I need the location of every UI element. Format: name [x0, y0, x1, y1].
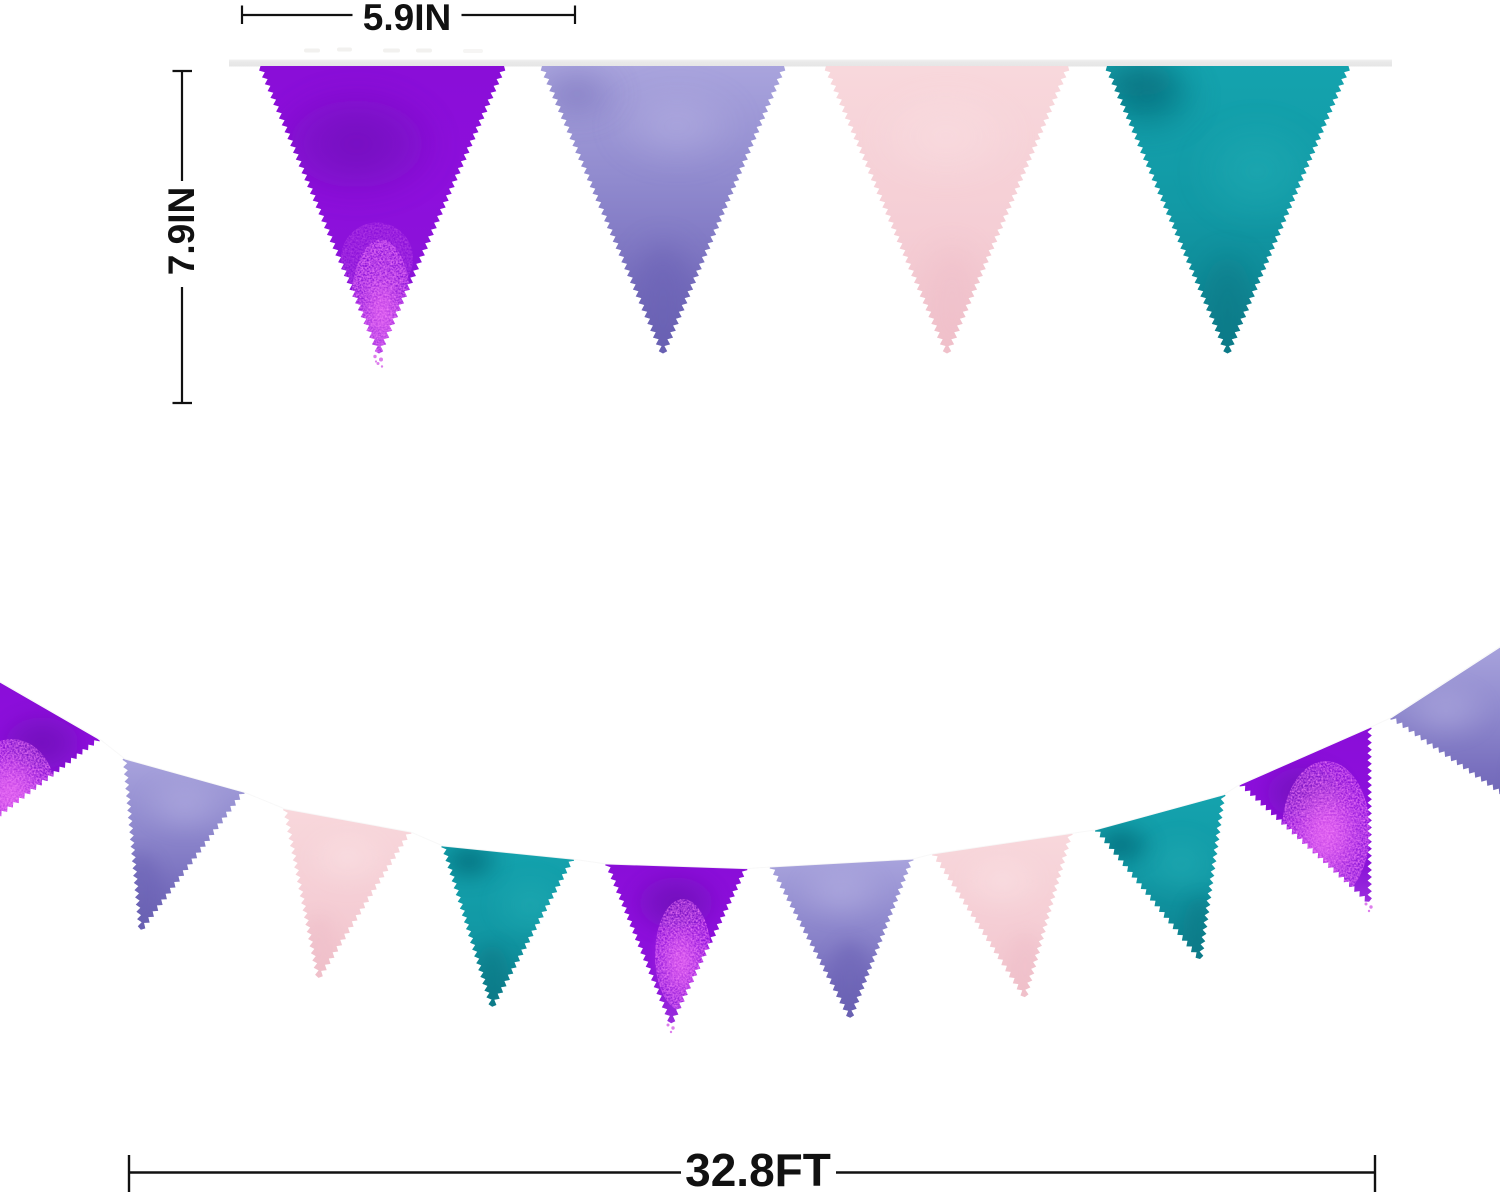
svg-text:5.9IN: 5.9IN — [363, 0, 451, 38]
svg-text:32.8FT: 32.8FT — [685, 1144, 831, 1195]
svg-text:7.9IN: 7.9IN — [161, 187, 202, 275]
